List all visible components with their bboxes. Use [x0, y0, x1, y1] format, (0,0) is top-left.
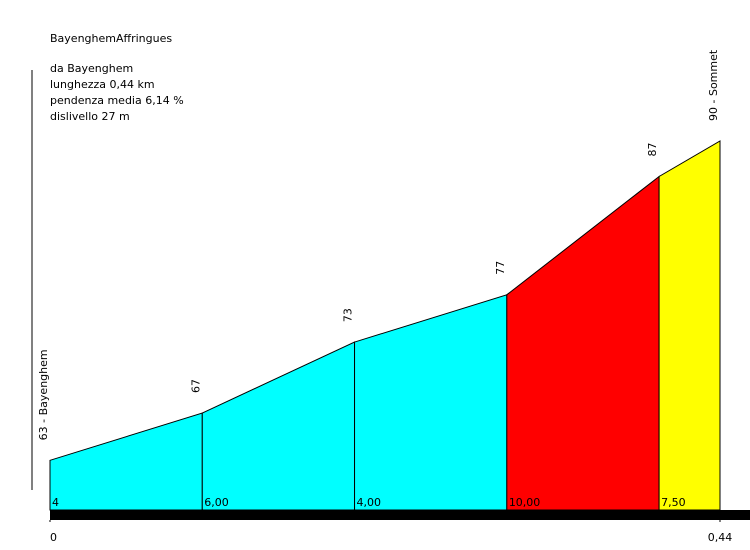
gradient-label: 7,50	[661, 496, 686, 509]
x-tick-label: 0	[50, 531, 57, 544]
x-axis-bar	[50, 510, 750, 520]
x-tick-label: 0,44	[708, 531, 733, 544]
annotation: da Bayenghem	[50, 62, 133, 75]
gradient-label: 4	[52, 496, 59, 509]
annotation: pendenza media 6,14 %	[50, 94, 184, 107]
altitude-label: 87	[646, 142, 659, 156]
altitude-label: 67	[189, 379, 202, 393]
segment	[658, 140, 721, 511]
altitude-label: 63 - Bayenghem	[37, 349, 50, 440]
chart-title: BayenghemAffringues	[50, 32, 172, 45]
annotation: dislivello 27 m	[50, 110, 130, 123]
altitude-label: 77	[494, 261, 507, 275]
gradient-label: 4,00	[357, 496, 382, 509]
gradient-label: 6,00	[204, 496, 229, 509]
gradient-label: 10,00	[509, 496, 541, 509]
annotation: lunghezza 0,44 km	[50, 78, 155, 91]
altitude-label: 90 - Sommet	[707, 49, 720, 121]
altitude-label: 73	[342, 308, 355, 322]
